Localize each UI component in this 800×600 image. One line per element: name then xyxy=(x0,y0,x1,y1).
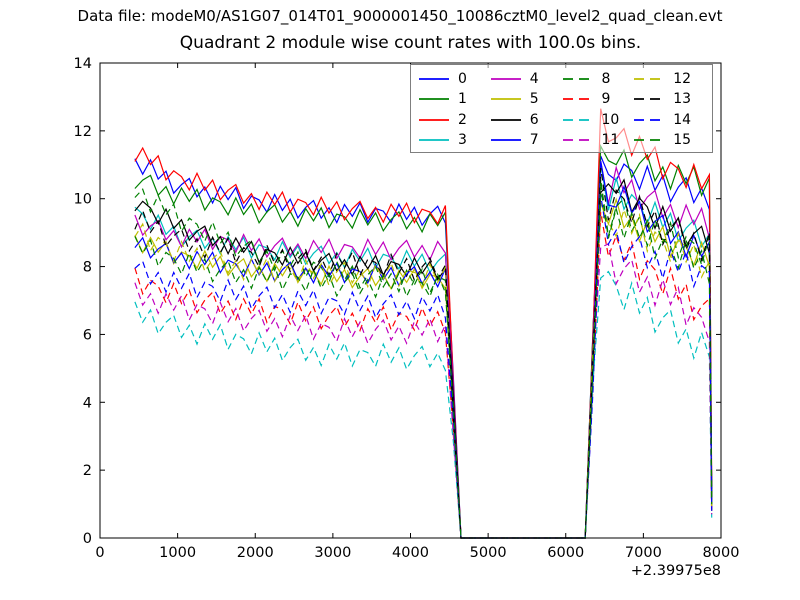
series-line-9 xyxy=(134,212,713,539)
y-tick-label: 14 xyxy=(74,56,92,72)
series-line-5 xyxy=(134,197,713,539)
y-tick-label: 6 xyxy=(83,327,92,343)
legend-entry-7: 7 xyxy=(490,130,563,150)
x-tick-label: 0 xyxy=(95,545,104,561)
legend-line-sample xyxy=(634,78,665,80)
legend-entry-label: 7 xyxy=(529,131,539,148)
legend-line-sample xyxy=(419,139,449,141)
legend-entry-label: 9 xyxy=(601,91,611,108)
legend-entry-1: 1 xyxy=(419,89,491,109)
legend-column: 12 13 14 15 xyxy=(634,69,706,150)
series-line-7 xyxy=(134,160,713,539)
legend-entry-label: 12 xyxy=(673,71,692,88)
datafile-label: Data file: modeM0/AS1G07_014T01_90000014… xyxy=(77,7,723,25)
legend-entry-label: 4 xyxy=(529,71,539,88)
legend-line-sample xyxy=(634,98,665,101)
x-tick-label: 8000 xyxy=(703,545,740,561)
legend-entry-label: 1 xyxy=(458,91,467,108)
x-tick-label: 3000 xyxy=(314,545,351,561)
legend-entry-5: 5 xyxy=(490,89,563,109)
series-line-11 xyxy=(134,243,713,539)
legend-entry-2: 2 xyxy=(419,110,491,130)
series-line-15 xyxy=(134,186,713,539)
legend-line-sample xyxy=(562,118,593,121)
legend-entry-label: 8 xyxy=(601,71,611,88)
legend-entry-label: 5 xyxy=(529,91,539,108)
series-line-10 xyxy=(134,270,713,539)
legend-entry-8: 8 xyxy=(562,69,635,89)
legend-line-sample xyxy=(490,118,521,121)
legend-line-sample xyxy=(419,118,449,121)
series-line-3 xyxy=(134,163,713,539)
legend-line-sample xyxy=(490,98,521,101)
legend: 0 1 2 3 4 5 6 7 8 9 10 11 12 13 14 15 xyxy=(410,64,713,153)
legend-column: 0 1 2 3 xyxy=(419,69,491,150)
series-line-2 xyxy=(134,108,713,539)
legend-entry-10: 10 xyxy=(562,110,635,130)
y-tick-label: 0 xyxy=(83,531,92,547)
legend-line-sample xyxy=(634,118,665,121)
legend-entry-9: 9 xyxy=(562,89,635,109)
y-tick-label: 10 xyxy=(74,192,92,208)
legend-entry-0: 0 xyxy=(419,69,491,89)
legend-line-sample xyxy=(490,139,521,141)
series-line-8 xyxy=(134,179,713,539)
legend-entry-label: 13 xyxy=(673,91,692,108)
legend-entry-label: 14 xyxy=(673,111,692,128)
legend-entry-15: 15 xyxy=(634,130,706,150)
y-tick-label: 12 xyxy=(74,124,92,140)
legend-entry-label: 11 xyxy=(601,131,620,148)
y-tick-label: 4 xyxy=(83,395,92,411)
legend-entry-label: 10 xyxy=(601,111,620,128)
series-line-0 xyxy=(134,155,713,539)
legend-column: 8 9 10 11 xyxy=(562,69,635,150)
chart-title: Quadrant 2 module wise count rates with … xyxy=(179,33,642,53)
legend-line-sample xyxy=(562,98,593,101)
y-tick-label: 2 xyxy=(83,463,92,479)
legend-entry-6: 6 xyxy=(490,110,563,130)
series-line-1 xyxy=(134,143,713,539)
x-tick-label: 5000 xyxy=(470,545,507,561)
legend-entry-label: 6 xyxy=(529,111,539,128)
x-tick-label: 6000 xyxy=(547,545,584,561)
x-tick-label: 1000 xyxy=(159,545,196,561)
legend-entry-label: 3 xyxy=(458,131,467,148)
legend-entry-label: 15 xyxy=(673,131,692,148)
legend-line-sample xyxy=(562,78,593,80)
legend-line-sample xyxy=(419,98,449,101)
legend-line-sample xyxy=(634,139,665,141)
legend-entry-14: 14 xyxy=(634,110,706,130)
x-axis-offset-label: +2.39975e8 xyxy=(630,563,721,579)
legend-entry-13: 13 xyxy=(634,89,706,109)
legend-entry-12: 12 xyxy=(634,69,706,89)
legend-line-sample xyxy=(562,139,593,141)
legend-entry-label: 0 xyxy=(458,71,467,88)
y-tick-label: 8 xyxy=(83,260,92,276)
legend-column: 4 5 6 7 xyxy=(490,69,563,150)
x-tick-label: 7000 xyxy=(625,545,662,561)
legend-line-sample xyxy=(490,78,521,80)
legend-line-sample xyxy=(419,78,449,80)
legend-entry-11: 11 xyxy=(562,130,635,150)
legend-entry-4: 4 xyxy=(490,69,563,89)
series-line-14 xyxy=(134,195,713,539)
x-tick-label: 2000 xyxy=(237,545,274,561)
x-tick-label: 4000 xyxy=(392,545,429,561)
legend-entry-label: 2 xyxy=(458,111,467,128)
legend-entry-3: 3 xyxy=(419,130,491,150)
